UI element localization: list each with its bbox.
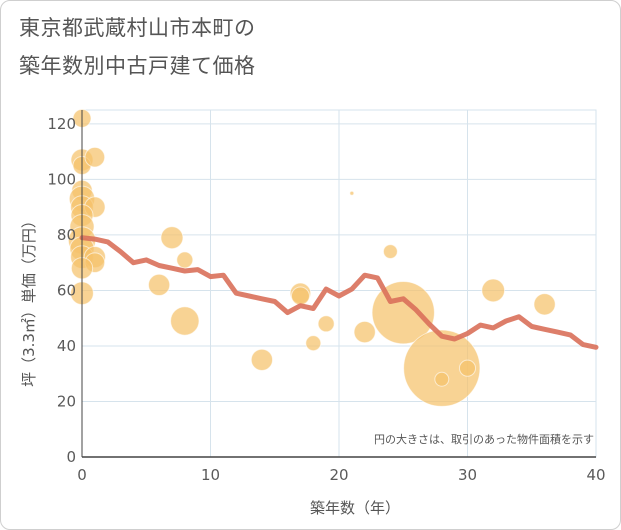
- x-tick-label: 30: [458, 466, 477, 484]
- data-point-bubble: [481, 278, 506, 303]
- data-point-bubble: [176, 251, 194, 269]
- data-point-bubble: [533, 293, 556, 316]
- chart-title-line2: 築年数別中古戸建て価格: [19, 54, 256, 78]
- x-tick-label: 20: [329, 466, 348, 484]
- data-point-bubble: [353, 320, 376, 344]
- bubble-series: [67, 108, 556, 407]
- x-axis-label: 築年数（年）: [310, 499, 400, 517]
- bubble-size-note: 円の大きさは、取引のあった物件面積を示す: [374, 432, 594, 446]
- y-axis-label: 坪（3.3㎡）単価（万円）: [20, 213, 38, 387]
- data-point-bubble: [349, 190, 355, 196]
- chart-title-line1: 東京都武蔵村山市本町の: [19, 16, 256, 40]
- data-point-bubble: [250, 348, 274, 371]
- data-point-bubble: [458, 359, 477, 377]
- y-tick-label: 80: [57, 226, 76, 244]
- data-point-bubble: [84, 146, 106, 168]
- y-tick-label: 0: [66, 448, 76, 466]
- data-point-bubble: [290, 286, 310, 306]
- axes: 0 20 40 60 80 100 120 0 10 20 30 40: [47, 110, 606, 484]
- data-point-bubble: [305, 335, 322, 352]
- data-point-bubble: [403, 329, 481, 407]
- y-tick-label: 60: [57, 281, 76, 299]
- y-tick-label: 120: [47, 115, 76, 133]
- trend-line: [79, 235, 599, 350]
- y-tick-label: 20: [57, 392, 76, 410]
- x-tick-label: 10: [201, 466, 220, 484]
- x-tick-label: 40: [586, 466, 605, 484]
- y-tick-label: 40: [57, 337, 76, 355]
- y-tick-label: 100: [47, 170, 76, 188]
- data-point-bubble: [434, 371, 450, 387]
- data-point-bubble: [170, 306, 200, 336]
- data-point-bubble: [382, 244, 398, 260]
- x-tick-label: 0: [77, 466, 87, 484]
- data-point-bubble: [317, 315, 335, 333]
- data-point-bubble: [160, 226, 184, 250]
- data-point-bubble: [147, 273, 171, 297]
